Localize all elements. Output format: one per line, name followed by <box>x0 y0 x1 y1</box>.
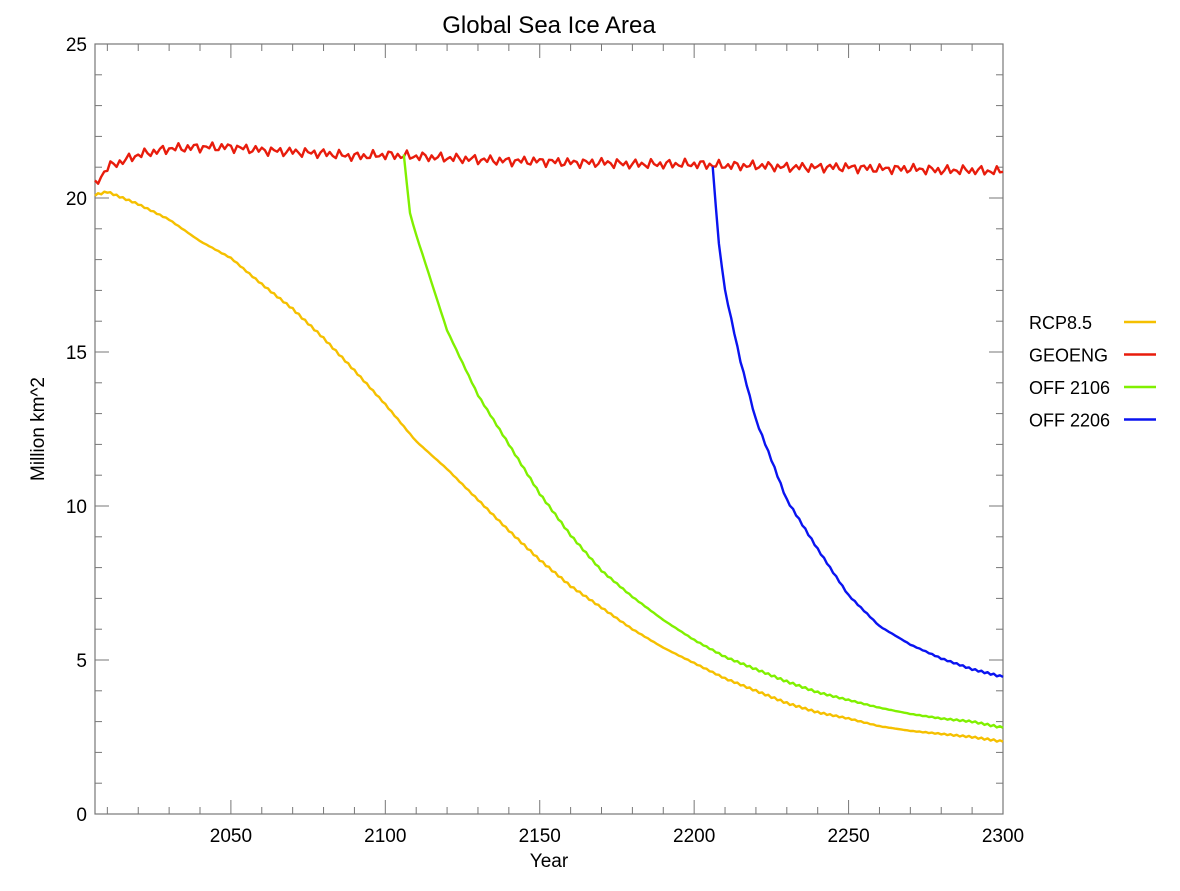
y-tick-label: 15 <box>66 343 87 364</box>
axes: 2050 2100 2150 2200 2250 2300 0 5 10 15 20 25 <box>66 35 1024 847</box>
legend-label: GEOENG <box>1029 346 1108 366</box>
series-group <box>94 141 1004 743</box>
chart-title: Global Sea Ice Area <box>442 12 656 39</box>
series-line-geoeng <box>94 141 1004 185</box>
legend-label: RCP8.5 <box>1029 313 1092 333</box>
y-tick-label: 25 <box>66 35 87 56</box>
legend-label: OFF 2106 <box>1029 378 1110 398</box>
legend: RCP8.5 GEOENG OFF 2106 OFF 2206 <box>1029 313 1156 431</box>
series-line-rcp8-5 <box>94 190 1004 743</box>
plot-frame <box>94 43 1004 815</box>
x-tick-label: 2050 <box>210 826 252 847</box>
y-tick-label: 5 <box>76 651 87 672</box>
x-tick-label: 2200 <box>673 826 715 847</box>
x-axis-label: Year <box>530 851 569 872</box>
series-line-off-2206 <box>711 166 1004 678</box>
x-tick-label: 2300 <box>982 826 1024 847</box>
y-tick-label: 10 <box>66 497 87 518</box>
y-axis-label: Million km^2 <box>28 377 49 481</box>
y-tick-label: 0 <box>76 805 87 826</box>
series-line-off-2106 <box>402 154 1004 729</box>
x-tick-label: 2150 <box>519 826 561 847</box>
x-tick-label: 2250 <box>827 826 869 847</box>
y-tick-label: 20 <box>66 189 87 210</box>
x-tick-label: 2100 <box>364 826 406 847</box>
legend-label: OFF 2206 <box>1029 411 1110 431</box>
